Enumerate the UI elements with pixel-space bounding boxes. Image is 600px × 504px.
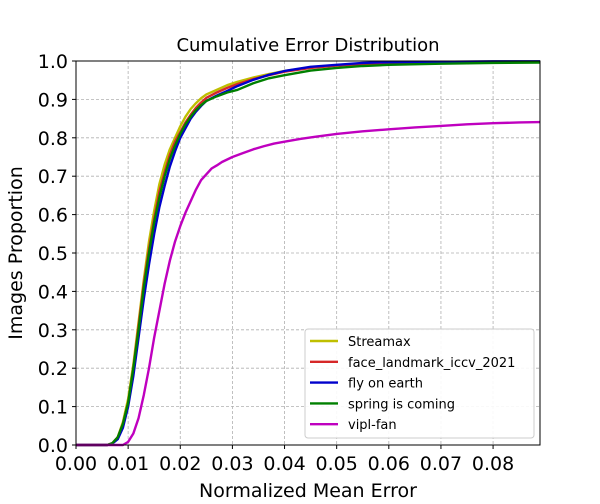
x-tick-label: 0.08 — [472, 453, 514, 475]
x-tick-label: 0.07 — [420, 453, 462, 475]
x-axis-label: Normalized Mean Error — [199, 480, 417, 500]
x-tick-label: 0.01 — [107, 453, 149, 475]
series-line-3 — [76, 61, 541, 447]
x-tick-label: 0.06 — [368, 453, 410, 475]
series-layer — [76, 60, 541, 447]
series-line-4 — [76, 120, 541, 447]
legend-label: spring is coming — [348, 397, 455, 412]
x-tick-label: 0.05 — [316, 453, 358, 475]
y-tick-label: 0.8 — [38, 128, 68, 150]
legend-label: Streamax — [348, 335, 411, 350]
y-tick-label: 0.9 — [38, 89, 68, 111]
legend-box — [304, 328, 535, 439]
y-tick-label: 0.0 — [38, 435, 68, 457]
legend-label: face_landmark_iccv_2021 — [348, 356, 515, 371]
y-tick-label: 1.0 — [38, 51, 68, 73]
y-tick-label: 0.6 — [38, 205, 68, 227]
tick-layer: 0.00 0.01 0.02 0.03 0.04 0.05 0.06 0.07 0.08 0.0 0… — [38, 51, 514, 475]
legend-label: vipl-fan — [348, 418, 397, 433]
x-tick-label: 0.04 — [263, 453, 305, 475]
x-tick-label: 0.02 — [159, 453, 201, 475]
y-tick-label: 0.5 — [38, 243, 68, 265]
y-axis-label: Images Proportion — [5, 166, 27, 339]
y-tick-label: 0.7 — [38, 166, 68, 188]
y-tick-label: 0.2 — [38, 358, 68, 380]
y-tick-label: 0.4 — [38, 281, 68, 303]
legend-label: fly on earth — [348, 377, 423, 392]
y-tick-label: 0.1 — [38, 397, 68, 419]
x-tick-label: 0.03 — [211, 453, 253, 475]
y-tick-label: 0.3 — [38, 320, 68, 342]
chart-title: Cumulative Error Distribution — [176, 35, 439, 56]
x-tick-label: 0.00 — [55, 453, 97, 475]
